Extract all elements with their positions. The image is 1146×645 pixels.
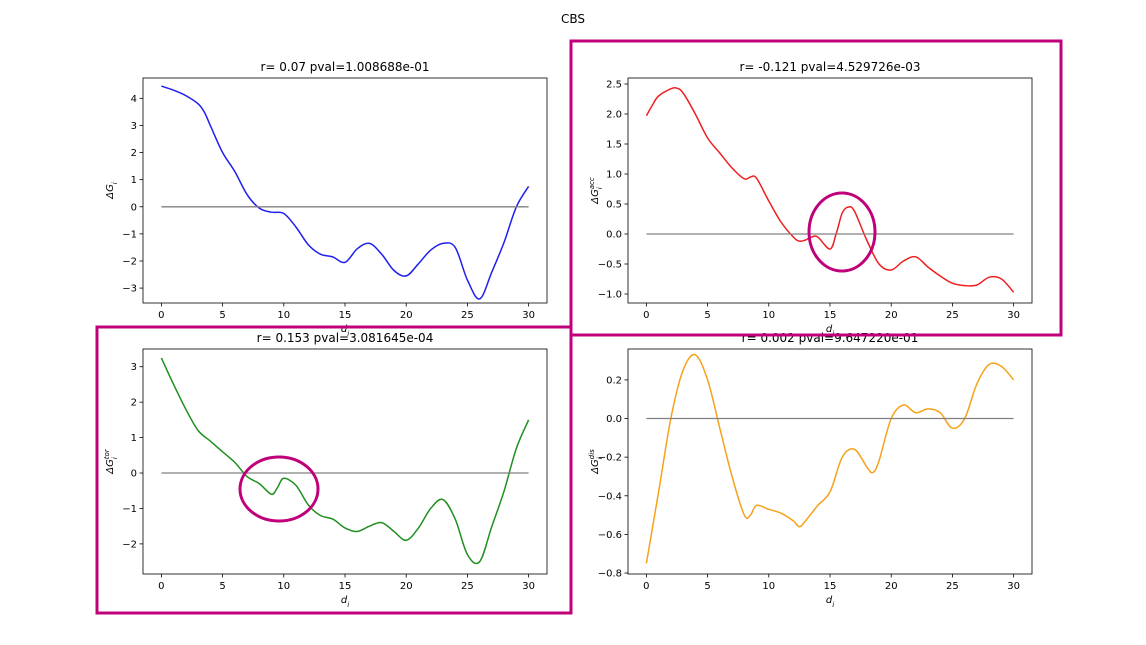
x-tick-label: 10	[277, 310, 290, 321]
x-tick-label: 20	[400, 581, 413, 592]
data-line	[160, 357, 530, 565]
y-tick-label: 2	[131, 398, 137, 409]
y-axis-label: ΔGitor	[103, 448, 119, 475]
y-tick-label: −0.8	[598, 569, 622, 580]
x-tick-label: 15	[339, 310, 352, 321]
subplot-4: 0 5 10 15 20 25 30 −0.8 −0.6 −0.4 −0.2 0.0 0.2 r= 0.0…	[588, 331, 1033, 609]
x-tick-label: 0	[158, 581, 164, 592]
x-tick-label: 30	[1007, 310, 1020, 321]
x-tick-label: 15	[339, 581, 352, 592]
y-tick-label: −1.0	[598, 290, 622, 301]
axes-frame	[142, 348, 548, 575]
x-tick-label: 25	[946, 310, 959, 321]
y-tick-label: −1	[122, 229, 137, 240]
highlight-overlays	[95, 39, 1063, 615]
highlight-box-bottom-left	[95, 325, 573, 615]
x-tick-label: 25	[461, 310, 474, 321]
x-tick-label: 10	[277, 581, 290, 592]
y-tick-label: −0.4	[598, 491, 622, 502]
y-tick-label: 0.5	[606, 200, 622, 211]
subplot-1: 0 5 10 15 20 25 30 −3 −2 −1 0 1 2 3 4 r= 0.07 pval=1.00…	[105, 60, 548, 338]
x-tick-label: 5	[704, 310, 710, 321]
x-tick-label: 5	[219, 310, 225, 321]
subplot-title: r= 0.07 pval=1.008688e-01	[260, 60, 429, 74]
subplot-title: r= -0.121 pval=4.529726e-03	[739, 60, 920, 74]
y-tick-label: 1	[131, 433, 137, 444]
y-tick-label: −0.6	[598, 530, 622, 541]
x-axis-label: di	[341, 595, 349, 609]
x-tick-label: 5	[704, 581, 710, 592]
y-tick-label: 2.5	[606, 80, 622, 91]
highlight-circle-bottom-left	[238, 455, 320, 523]
x-axis-label: di	[341, 324, 349, 338]
y-tick-label: 0.0	[606, 230, 622, 241]
x-tick-label: 25	[946, 581, 959, 592]
figure-suptitle: CBS	[561, 12, 585, 26]
y-tick-label: −3	[122, 284, 137, 295]
y-tick-label: 1.5	[606, 140, 622, 151]
y-tick-label: 3	[131, 121, 137, 132]
highlight-circle-top-right	[807, 191, 877, 273]
x-tick-label: 0	[158, 310, 164, 321]
y-tick-label: −0.2	[598, 453, 622, 464]
x-axis-label: di	[826, 595, 834, 609]
y-axis-label: ΔGidis	[588, 449, 604, 475]
y-tick-label: 1	[131, 175, 137, 186]
y-tick-label: 2.0	[606, 110, 622, 121]
x-tick-label: 30	[522, 581, 535, 592]
y-tick-label: 0.0	[606, 414, 622, 425]
x-tick-label: 15	[824, 581, 837, 592]
x-tick-label: 20	[400, 310, 413, 321]
y-tick-label: 0.2	[606, 375, 622, 386]
subplot-title: r= 0.153 pval=3.081645e-04	[257, 331, 434, 345]
y-tick-label: 2	[131, 148, 137, 159]
x-tick-label: 30	[522, 310, 535, 321]
subplot-title: r= 0.002 pval=9.647220e-01	[742, 331, 919, 345]
y-tick-label: 3	[131, 362, 137, 373]
y-tick-label: 0	[131, 469, 137, 480]
x-tick-label: 20	[885, 581, 898, 592]
y-axis-label: ΔGiacc	[588, 177, 604, 205]
y-tick-label: −0.5	[598, 260, 622, 271]
y-tick-label: −1	[122, 504, 137, 515]
x-tick-label: 10	[762, 581, 775, 592]
data-line	[645, 86, 1015, 293]
y-tick-label: −2	[122, 539, 137, 550]
y-tick-label: 1.0	[606, 170, 622, 181]
x-tick-label: 15	[824, 310, 837, 321]
x-tick-label: 0	[643, 581, 649, 592]
axes-frame	[627, 348, 1033, 575]
x-tick-label: 25	[461, 581, 474, 592]
x-tick-label: 20	[885, 310, 898, 321]
subplot-2: 0 5 10 15 20 25 30 −1.0 −0.5 0.0 0.5 1.0 1.5 2.0 2.5 r=…	[588, 60, 1033, 338]
y-tick-label: 0	[131, 202, 137, 213]
highlight-box-top-right	[569, 39, 1063, 337]
y-tick-label: 4	[131, 94, 137, 105]
x-tick-label: 30	[1007, 581, 1020, 592]
x-tick-label: 10	[762, 310, 775, 321]
y-axis-label: ΔGi	[105, 182, 119, 200]
subplot-3: 0 5 10 15 20 25 30 −2 −1 0 1 2 3 r= 0.153 pval=3.0816…	[103, 331, 548, 609]
data-line	[161, 85, 530, 300]
y-tick-label: −2	[122, 256, 137, 267]
x-tick-label: 0	[643, 310, 649, 321]
data-line	[645, 353, 1015, 564]
x-tick-label: 5	[219, 581, 225, 592]
